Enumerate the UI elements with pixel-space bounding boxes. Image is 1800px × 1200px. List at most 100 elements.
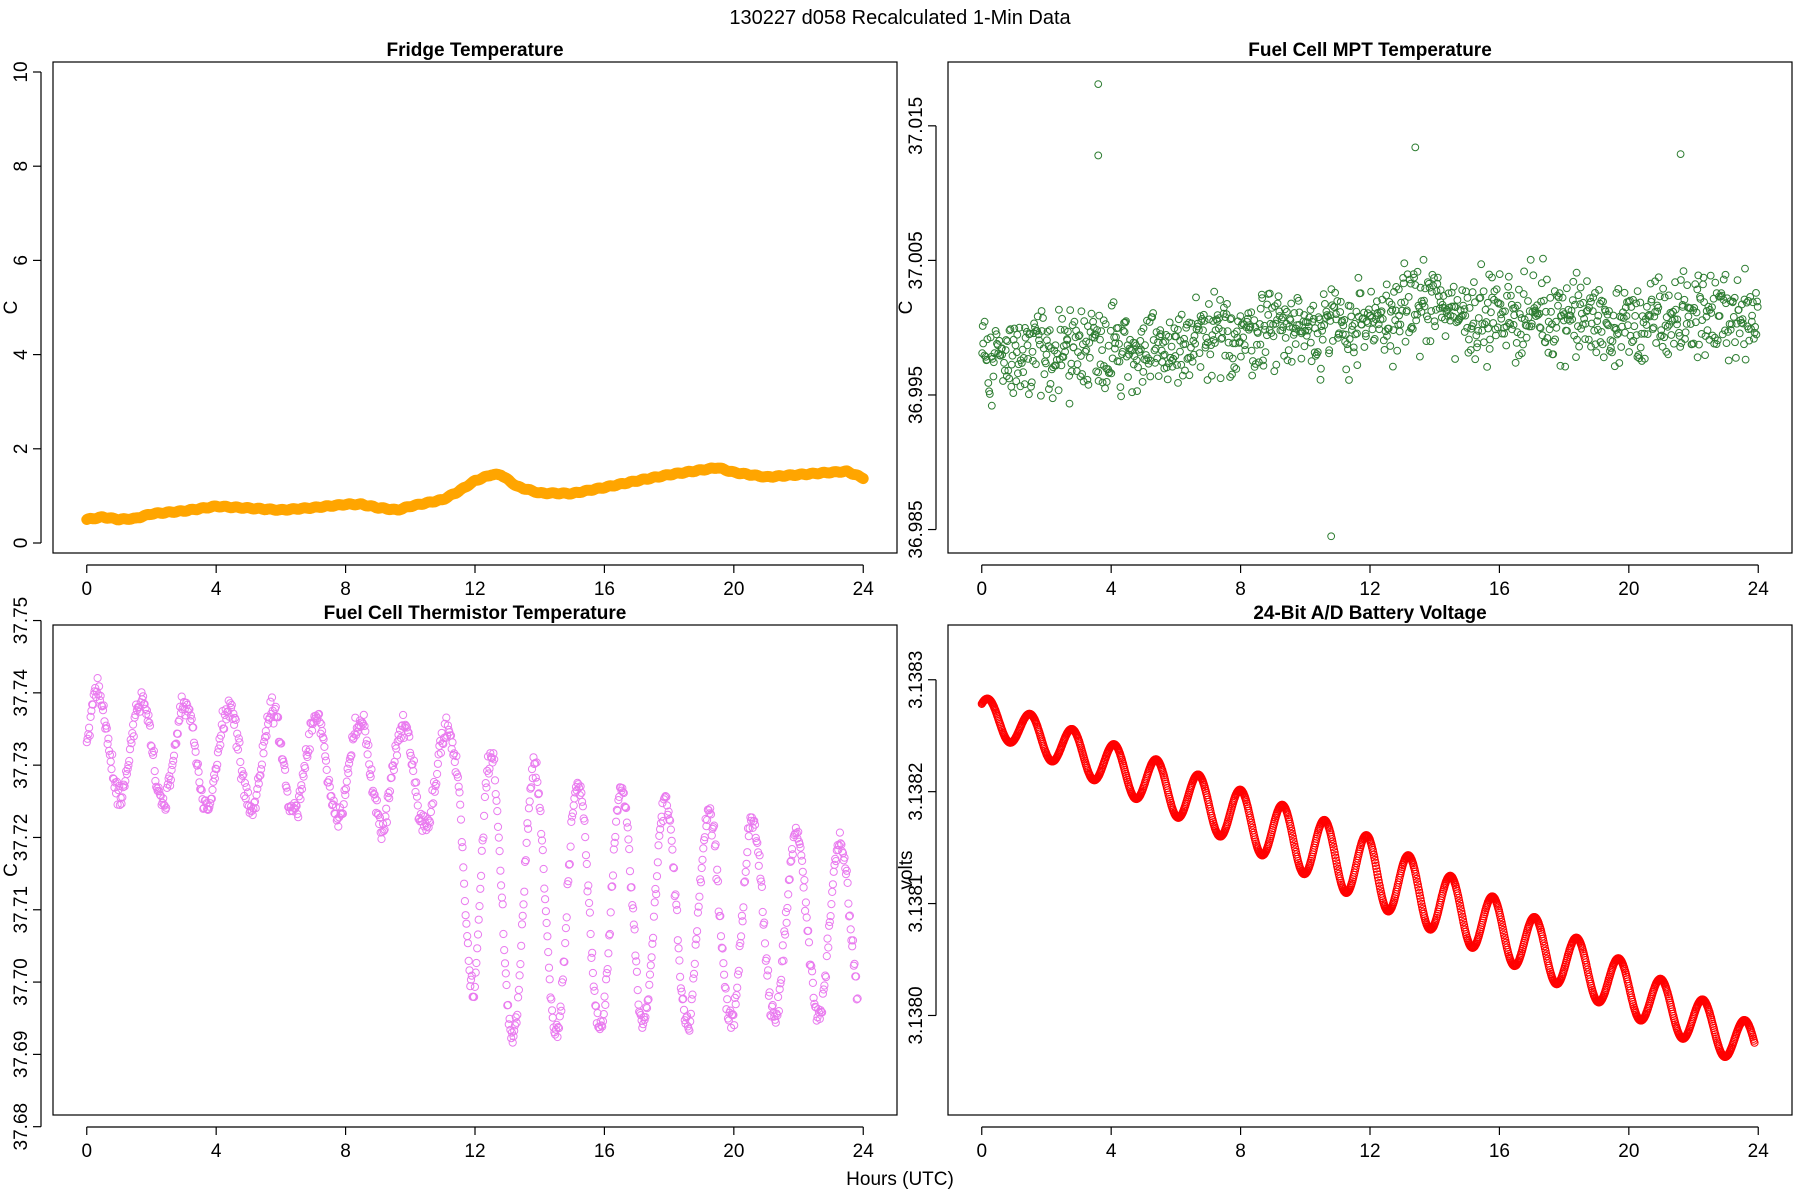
data-point [799,883,808,892]
data-point [1410,273,1418,282]
data-point [293,810,302,819]
data-point [1078,370,1086,378]
data-point [714,907,723,916]
outlier-point [1411,143,1420,152]
data-point [788,850,797,859]
data-point [375,813,385,822]
data-point [1371,858,1380,868]
data-point [1196,363,1205,371]
data-point [451,768,460,777]
data-point [612,805,622,815]
data-point [1596,338,1605,346]
data-point [1273,299,1282,308]
data-point [497,893,506,902]
data-point [1171,352,1180,360]
data-point [1295,308,1304,317]
data-point [1330,848,1339,857]
data-point [1543,275,1551,284]
data-point [279,757,288,766]
data-point [1280,351,1288,360]
data-point [264,719,273,729]
data-point [1045,326,1054,335]
data-point [238,771,247,780]
data-point [1413,880,1422,889]
data-point [459,863,468,872]
data-point [700,836,709,845]
data-point [785,875,794,884]
data-point [405,732,414,741]
data-point [1174,379,1182,387]
data-point [1290,309,1299,317]
data-point [1341,330,1350,339]
data-point [239,770,248,779]
data-point [1569,277,1578,286]
data-point [129,732,138,741]
data-point [1750,328,1759,337]
data-point [252,790,261,800]
data-point [1130,352,1139,361]
data-point [1187,343,1195,352]
data-point [280,761,289,770]
data-point [1721,270,1730,279]
data-point [1313,348,1322,356]
data-point [985,390,994,398]
data-point [1575,342,1583,351]
data-point [1684,312,1693,321]
data-point [1451,355,1459,363]
data-point [382,804,391,813]
x-tick-label: 16 [594,1141,615,1162]
data-point [1253,329,1262,337]
data-point [1516,330,1525,339]
data-point [1221,351,1230,360]
data-point [1241,346,1250,354]
data-series [978,80,1762,541]
data-point [147,742,156,751]
data-point [122,770,132,779]
data-point [1472,331,1481,340]
data-point [122,767,131,776]
y-tick-label: 37.75 [11,597,32,645]
data-point [1144,354,1152,363]
data-point [95,682,104,691]
data-point [1085,338,1094,347]
data-point [581,851,591,860]
data-point [1122,317,1130,326]
data-point [94,690,103,699]
data-point [369,789,378,799]
data-point [750,816,759,826]
data-point [457,838,466,847]
data-point [1519,290,1528,298]
outlier-point [1676,150,1685,158]
data-point [1258,294,1267,303]
data-point [1547,307,1555,316]
data-point [234,734,243,743]
data-point [1562,284,1571,293]
data-point [697,863,706,873]
data-point [320,742,329,752]
data-point [1093,326,1101,334]
data-point [813,1013,822,1022]
data-point [721,984,730,993]
data-point [992,330,1001,339]
data-point [297,785,307,794]
data-point [172,739,181,748]
data-point [1558,293,1567,302]
data-point [1735,329,1744,338]
data-point [1571,300,1579,309]
data-point [1005,326,1014,335]
data-point [490,776,500,785]
data-point [1539,254,1547,263]
data-point [1009,335,1018,344]
data-point [1012,377,1021,386]
data-point [1667,331,1676,339]
main-title: 130227 d058 Recalculated 1-Min Data [729,7,1071,29]
data-point [1636,298,1645,307]
y-tick-label: 3.1382 [906,763,927,821]
data-point [262,732,271,741]
data-point [1303,318,1312,327]
x-tick-label: 20 [723,579,744,600]
y-tick-label: 37.68 [11,1103,32,1151]
data-point [1526,255,1535,264]
data-point [705,809,714,818]
data-point [1699,280,1707,289]
